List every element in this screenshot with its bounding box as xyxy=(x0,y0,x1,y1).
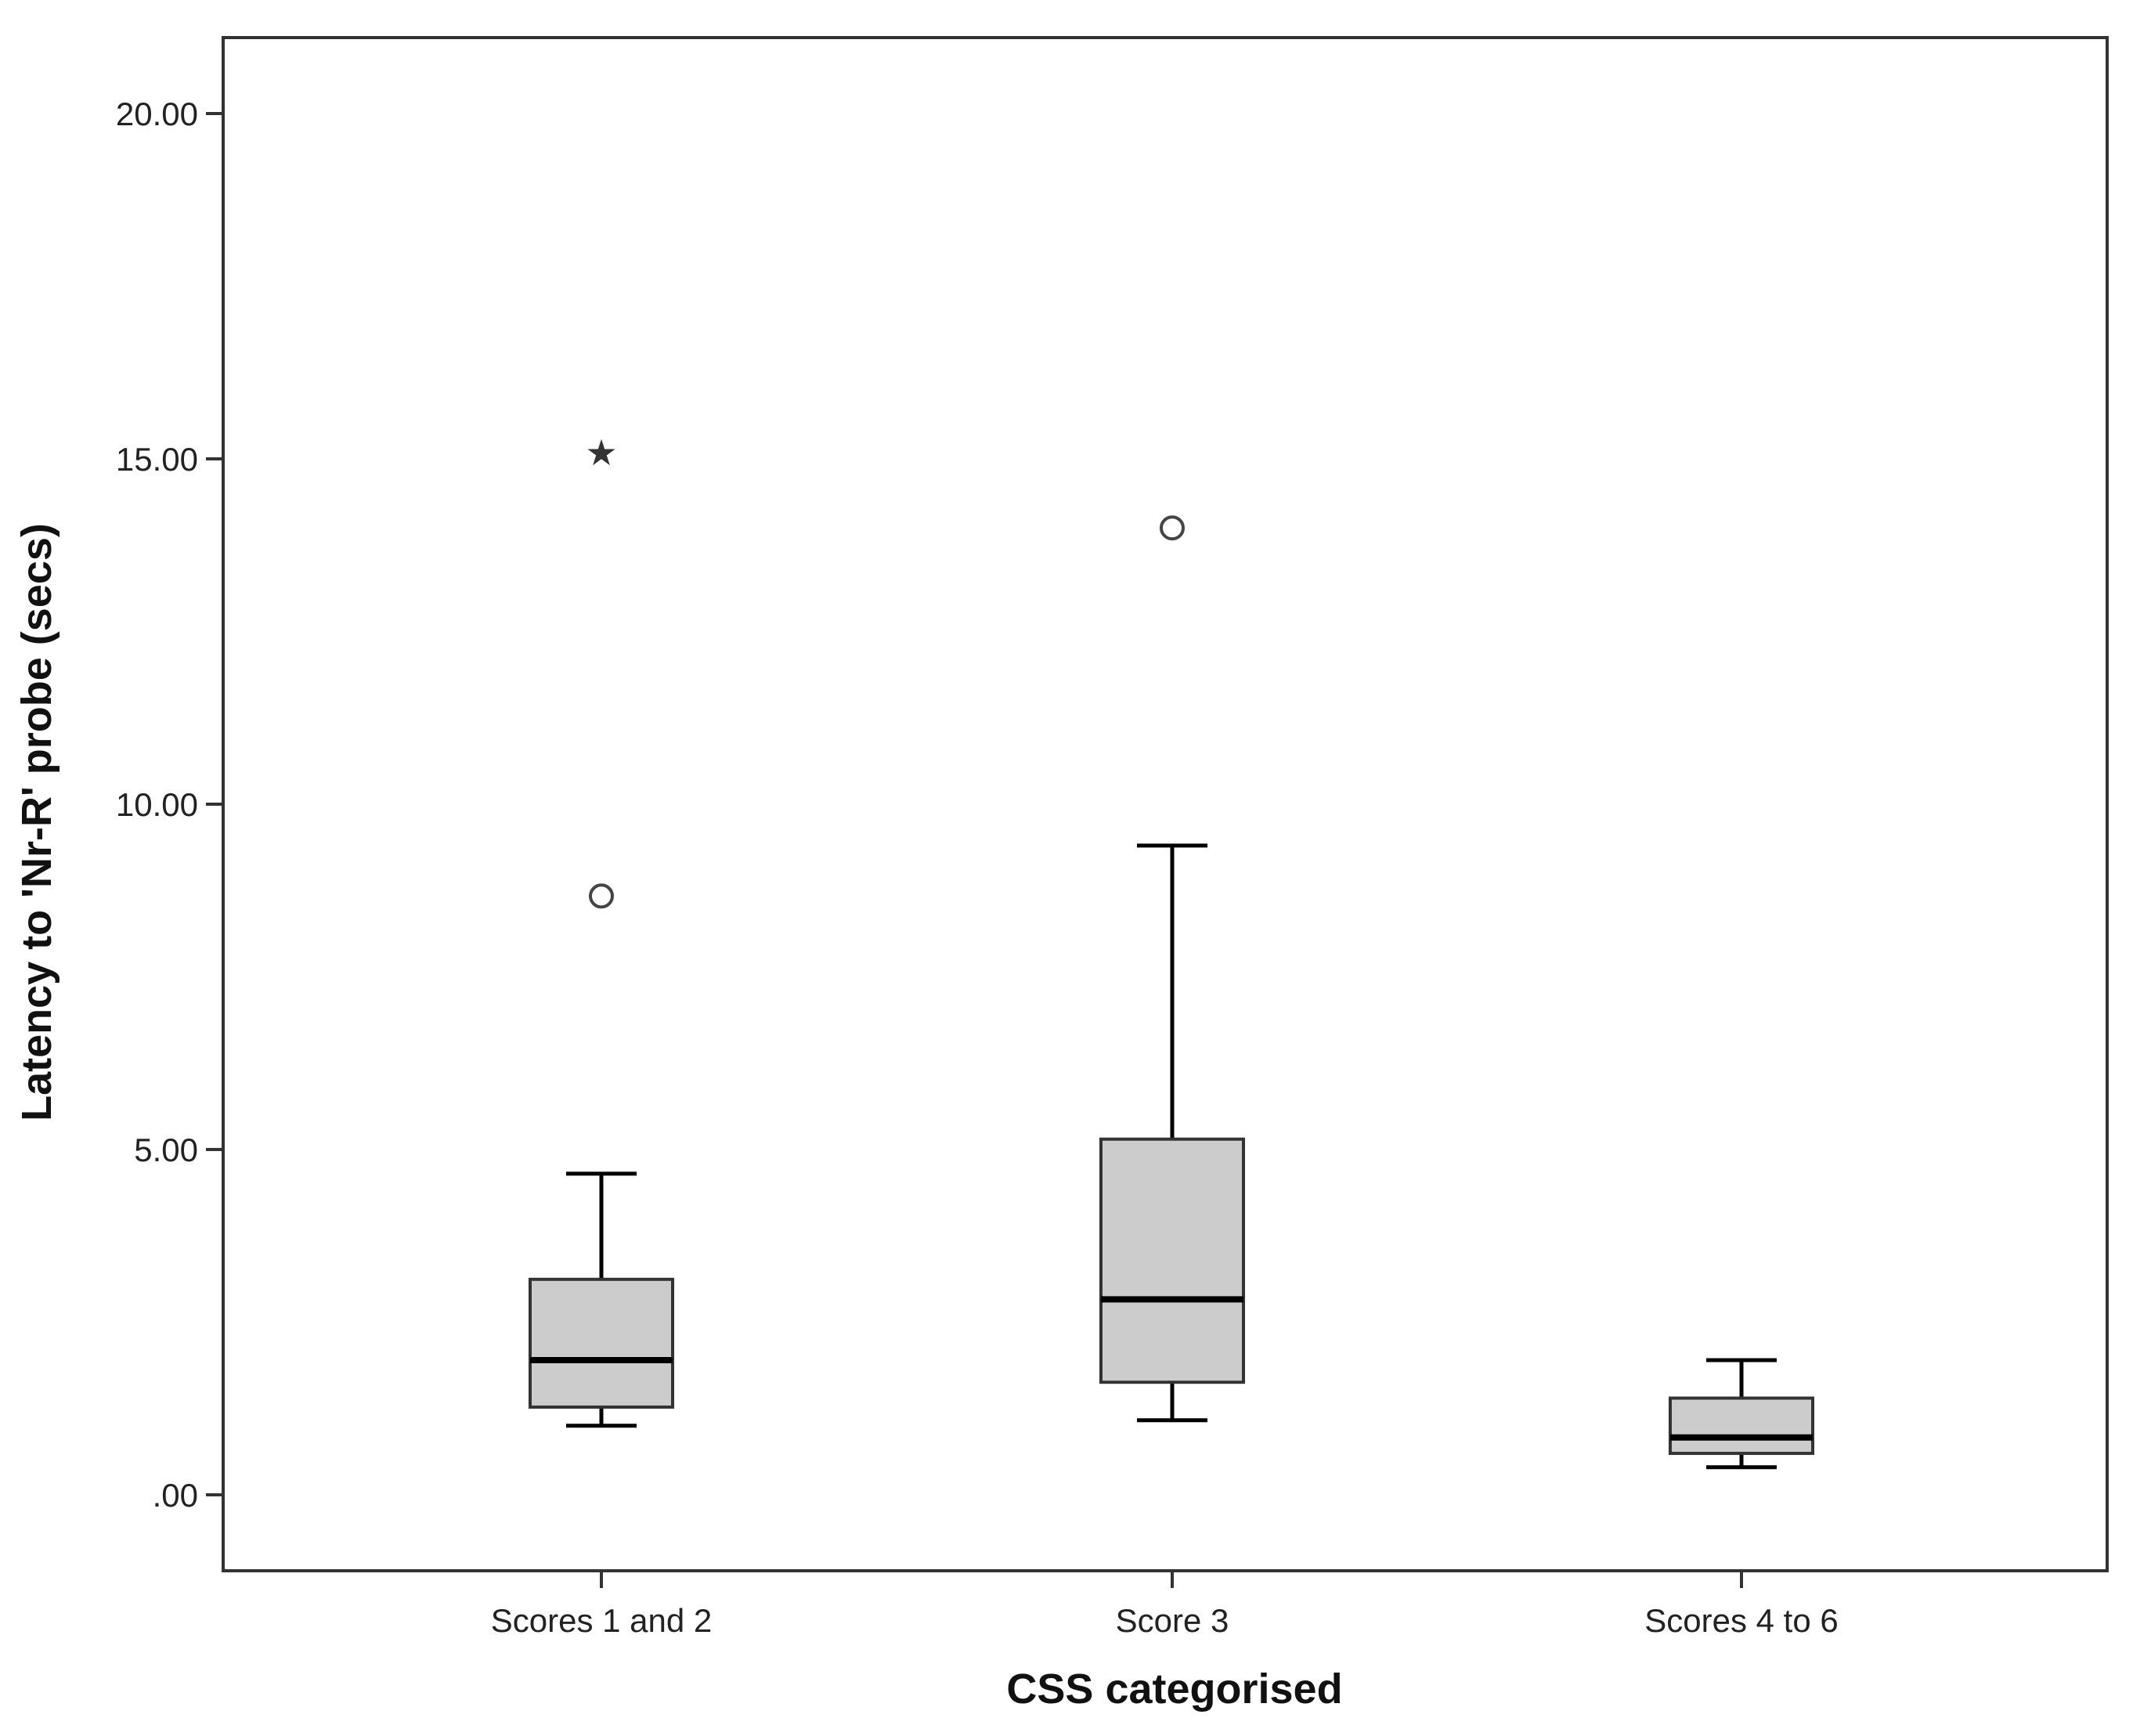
box-series: ★ xyxy=(529,431,1814,1470)
y-tick-label: 20.00 xyxy=(116,96,198,132)
y-tick-label: .00 xyxy=(153,1477,198,1514)
outlier-point xyxy=(1160,515,1185,541)
box-group xyxy=(1099,515,1245,1423)
x-tick-label: Score 3 xyxy=(1116,1602,1229,1639)
x-axis: Scores 1 and 2 Score 3 Scores 4 to 6 xyxy=(491,1571,1839,1639)
box-iqr xyxy=(529,1277,674,1409)
box-iqr xyxy=(1669,1396,1814,1456)
x-tick-label: Scores 1 and 2 xyxy=(491,1602,713,1639)
y-tick-label: 5.00 xyxy=(134,1131,198,1168)
x-tick-label: Scores 4 to 6 xyxy=(1644,1602,1838,1639)
y-tick-label: 15.00 xyxy=(116,441,198,478)
y-axis: .00 5.00 10.00 15.00 20.00 xyxy=(116,96,223,1514)
extreme-point: ★ xyxy=(585,431,617,474)
box-iqr xyxy=(1099,1137,1245,1384)
x-axis-title: CSS categorised xyxy=(1006,1666,1342,1713)
box-group xyxy=(1669,1358,1814,1470)
box-group: ★ xyxy=(529,431,674,1428)
y-axis-title: Latency to 'Nr-R' probe (secs) xyxy=(13,523,60,1121)
outlier-point xyxy=(589,883,614,909)
y-tick-label: 10.00 xyxy=(116,786,198,823)
